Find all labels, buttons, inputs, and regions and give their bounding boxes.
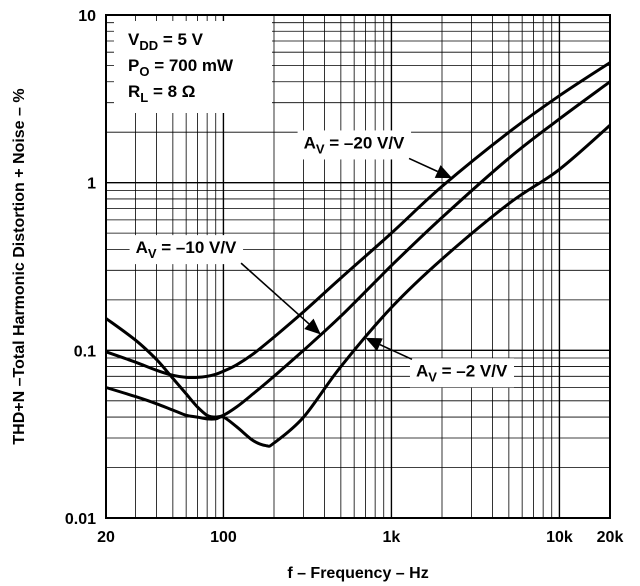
series-layer <box>105 61 611 448</box>
series-annotations: AV = –20 V/V AV = –10 V/V AV = –2 V/V <box>129 130 514 388</box>
x-tick-label: 20 <box>97 529 115 546</box>
x-tick-label: 10k <box>546 529 573 546</box>
tick-labels: 20 100 1k 10k 20k 10 1 0.1 0.01 <box>65 8 624 546</box>
y-tick-label: 1 <box>87 176 96 193</box>
x-tick-label: 100 <box>210 529 237 546</box>
series-line-0 <box>105 61 611 380</box>
series-line-1 <box>105 80 611 419</box>
series-annotation-background <box>129 235 244 265</box>
annotation-arrow-head <box>365 337 383 351</box>
series-line-2 <box>105 124 611 448</box>
x-tick-label: 20k <box>597 529 624 546</box>
x-axis-label: f – Frequency – Hz <box>287 565 428 582</box>
annotation-arrow-shaft <box>240 262 310 325</box>
condition-line: RL = 8 Ω <box>128 82 195 105</box>
y-tick-label: 0.1 <box>74 343 96 360</box>
series-annotation-label: AV = –10 V/V <box>136 238 237 261</box>
condition-line: PO = 700 mW <box>128 56 234 79</box>
series-annotation-background <box>409 358 514 388</box>
conditions-box: VDD = 5 V PO = 700 mW RL = 8 Ω <box>114 21 272 113</box>
annotation-arrow-shaft <box>379 343 413 361</box>
series-annotation-label: AV = –20 V/V <box>304 133 405 156</box>
y-axis-label: THD+N –Total Harmonic Distortion + Noise… <box>11 88 28 444</box>
condition-line: VDD = 5 V <box>128 30 204 53</box>
annotation-arrow-head <box>434 165 453 179</box>
y-tick-label: 10 <box>78 8 96 25</box>
series-annotation-background <box>297 130 412 160</box>
annotation-arrow-head <box>304 318 321 335</box>
conditions-box-background <box>114 21 272 113</box>
x-tick-label: 1k <box>383 529 401 546</box>
annotation-arrow-shaft <box>408 157 438 173</box>
series-annotation-label: AV = –2 V/V <box>416 361 508 384</box>
plot-frame <box>105 14 611 519</box>
y-tick-label: 0.01 <box>65 511 96 528</box>
